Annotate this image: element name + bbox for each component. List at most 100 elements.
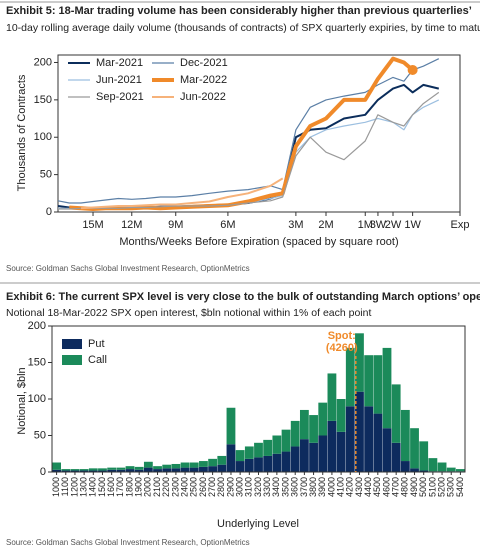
bar-segment [61, 470, 71, 472]
bar-segment [116, 467, 126, 470]
x-tick-label: 2800 [216, 477, 226, 497]
x-tick-label: 1900 [134, 477, 144, 497]
chart-subtitle: 10-day rolling average daily volume (tho… [6, 22, 480, 34]
legend-label: Dec-2021 [180, 57, 228, 69]
legend-label: Jun-2022 [180, 91, 226, 103]
bar-segment [199, 461, 208, 467]
source: Source: Goldman Sachs Global Investment … [6, 264, 250, 273]
x-tick-label: 1M [358, 219, 373, 231]
x-tick-label: 4800 [400, 477, 410, 497]
bar-segment [410, 428, 419, 469]
bar-segment [70, 469, 80, 471]
legend-label: Mar-2022 [180, 74, 227, 86]
bar-segment [208, 458, 218, 467]
x-tick-label: 2400 [179, 477, 189, 497]
y-tick-label: 0 [46, 206, 52, 218]
x-tick-label: 4600 [381, 477, 391, 497]
legend-label: Mar-2021 [96, 57, 143, 69]
bar-segment [400, 409, 410, 462]
bar-segment [263, 455, 273, 472]
bar-segment [199, 466, 208, 472]
chart-title: Exhibit 6: The current SPX level is very… [6, 291, 480, 303]
bar-segment [153, 469, 162, 472]
x-tick-label: 5100 [427, 477, 437, 497]
bar-segment [98, 470, 107, 472]
bar-segment [410, 468, 419, 472]
legend-swatch [62, 339, 82, 349]
x-axis-label: Underlying Level [217, 518, 299, 530]
x-tick-label: 4400 [363, 477, 373, 497]
bar-segment [355, 333, 364, 392]
x-tick-label: 6M [220, 219, 235, 231]
bar-segment [373, 413, 383, 472]
x-tick-label: 3200 [253, 477, 263, 497]
bar-segment [125, 469, 135, 472]
bar-segment [309, 415, 318, 443]
bar-segment [88, 470, 98, 472]
y-tick-label: 0 [40, 466, 46, 478]
x-tick-label: 5200 [436, 477, 446, 497]
bar-segment [107, 469, 117, 472]
bar-segment [244, 446, 254, 459]
legend-label: Jun-2021 [96, 74, 142, 86]
bar-segment [373, 355, 383, 414]
bar-segment [125, 466, 135, 470]
chart-title: Exhibit 5: 18-Mar trading volume has bee… [6, 5, 472, 17]
bar-segment [180, 467, 190, 472]
x-tick-label: 4200 [345, 477, 355, 497]
bar-segment [107, 467, 117, 470]
bar-segment [419, 470, 429, 472]
bar-segment [143, 461, 153, 468]
bar-segment [382, 347, 392, 429]
y-tick-label: 50 [40, 169, 52, 181]
bar-segment [162, 468, 172, 472]
bar-segment [299, 439, 309, 472]
bar-segment [364, 355, 374, 407]
spot-label: (4260) [326, 342, 358, 354]
bar-segment [235, 461, 245, 472]
y-tick-label: 50 [34, 429, 46, 441]
x-tick-label: 1000 [51, 477, 61, 497]
bar-segment [290, 446, 300, 472]
bar-segment [382, 428, 392, 472]
bar-segment [254, 442, 263, 458]
bar-segment [189, 462, 199, 468]
bar-segment [134, 469, 144, 472]
x-tick-label: 3100 [244, 477, 254, 497]
bar-segment [79, 470, 89, 472]
bar-segment [272, 453, 282, 472]
bar-segment [217, 455, 227, 465]
x-tick-label: 4900 [409, 477, 419, 497]
x-tick-label: 2000 [143, 477, 153, 497]
x-tick-label: 15M [82, 219, 103, 231]
bar-segment [244, 458, 254, 472]
plot-frame [57, 54, 461, 213]
y-tick-label: 200 [34, 56, 52, 68]
x-tick-label: 5400 [455, 477, 465, 497]
y-tick-label: 100 [28, 393, 46, 405]
bar-segment [52, 469, 61, 472]
x-tick-label: 1800 [124, 477, 134, 497]
plot-frame [51, 325, 466, 473]
y-tick-label: 150 [28, 356, 46, 368]
x-tick-label: 1200 [69, 477, 79, 497]
bar-segment [336, 431, 346, 472]
bar-segment [364, 406, 374, 472]
x-tick-label: 2900 [225, 477, 235, 497]
y-axis-label: Notional, $bln [16, 367, 28, 434]
bar-segment [446, 467, 456, 472]
y-axis-label: Thousands of Contracts [16, 74, 28, 191]
x-tick-label: 2W [385, 219, 402, 231]
x-tick-label: 3M [288, 219, 303, 231]
bar-segment [318, 402, 328, 436]
bar-segment [263, 439, 273, 456]
bar-segment [208, 466, 218, 472]
legend-label: Sep-2021 [96, 91, 144, 103]
x-tick-label: 3300 [262, 477, 272, 497]
bar-segment [254, 457, 263, 472]
x-tick-label: 3W [370, 219, 387, 231]
bar-segment [345, 347, 355, 407]
x-tick-label: 1300 [78, 477, 88, 497]
y-tick-label: 200 [28, 320, 46, 332]
